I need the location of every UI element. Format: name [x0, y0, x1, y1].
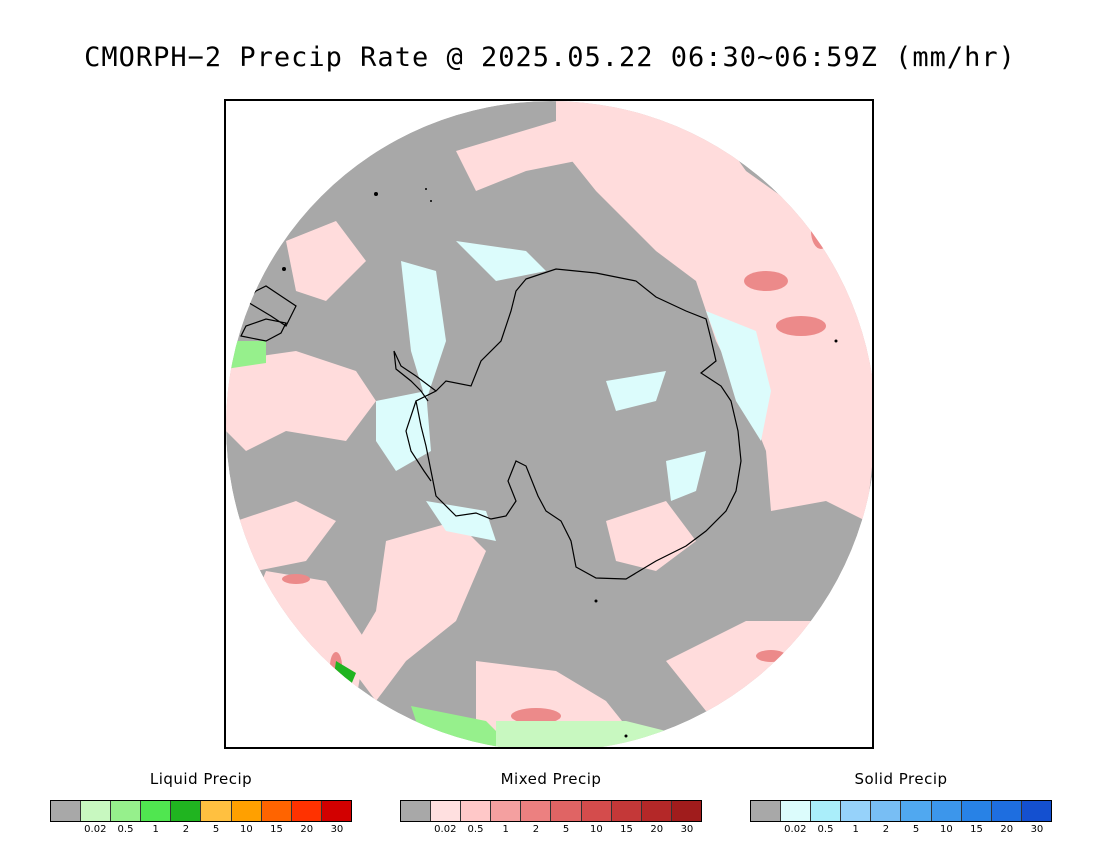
legend-swatch	[641, 801, 672, 821]
legend-swatch	[781, 801, 812, 821]
legend-swatches	[50, 800, 352, 822]
legend-swatch	[1021, 801, 1051, 821]
legend-tick-label	[400, 824, 430, 835]
legend-tick-label: 0.02	[784, 824, 807, 835]
map-title: CMORPH−2 Precip Rate @ 2025.05.22 06:30~…	[84, 42, 1016, 73]
legend-tick-label: 0.5	[117, 824, 134, 835]
legend-swatch	[291, 801, 322, 821]
legend-swatch	[841, 801, 872, 821]
legend-tick-label: 1	[152, 824, 159, 835]
legend-tick-label: 10	[239, 824, 253, 835]
legend-tick-label: 20	[300, 824, 314, 835]
legend-tick-label: 2	[882, 824, 890, 835]
legend-swatch	[901, 801, 932, 821]
legend-swatch	[401, 801, 432, 821]
legend-title: Solid Precip	[854, 770, 948, 788]
legend-swatch	[581, 801, 612, 821]
legend-tick-label: 15	[970, 824, 983, 835]
legend-swatch	[81, 801, 112, 821]
legend-ticks: 0.02 0.5 1 2 5 10 15 20 30	[400, 824, 702, 835]
legend-swatch	[871, 801, 902, 821]
legend-ticks: 0.02 0.5 1 2 5 10 15 20 30	[50, 824, 352, 835]
legend-swatch	[431, 801, 462, 821]
legend-liquid: Liquid Precip 0.02 0.5 1 2 5 10 15 20 30	[50, 770, 352, 835]
legend-swatch	[141, 801, 172, 821]
legend-tick-label: 10	[939, 824, 953, 835]
legend-tick-label: 30	[1030, 824, 1044, 835]
legend-swatch	[811, 801, 842, 821]
legend-swatch	[261, 801, 292, 821]
legend-tick-label: 20	[1000, 824, 1014, 835]
legend-swatch	[961, 801, 992, 821]
legend-tick-label: 10	[589, 824, 603, 835]
legend-swatch	[171, 801, 202, 821]
legend-ticks: 0.02 0.5 1 2 5 10 15 20 30	[750, 824, 1052, 835]
legend-swatch	[201, 801, 232, 821]
legend-swatch	[51, 801, 82, 821]
legend-tick-label: 30	[330, 824, 344, 835]
legend-swatch	[521, 801, 552, 821]
legend-tick-label: 0.5	[467, 824, 484, 835]
legend-swatch	[491, 801, 522, 821]
legend-solid: Solid Precip 0.02 0.5 1 2 5 10 15 20 30	[750, 770, 1052, 835]
legend-tick-label: 15	[270, 824, 283, 835]
island-dots	[282, 188, 838, 738]
legend-tick-label: 0.5	[817, 824, 834, 835]
legend-tick-label: 1	[852, 824, 859, 835]
legend-tick-label: 30	[680, 824, 694, 835]
legend-mixed: Mixed Precip 0.02 0.5 1 2 5 10 15 20 30	[400, 770, 702, 835]
legend-swatches	[400, 800, 702, 822]
legend-swatches	[750, 800, 1052, 822]
south-america-coastline	[240, 285, 297, 342]
legend-tick-label: 5	[212, 824, 220, 835]
polar-map	[224, 99, 874, 749]
legend-tick-label: 0.02	[84, 824, 107, 835]
legend-tick-label	[50, 824, 80, 835]
legend-swatch	[111, 801, 142, 821]
legend-tick-label: 0.02	[434, 824, 457, 835]
legend-title: Mixed Precip	[500, 770, 602, 788]
legend-swatch	[991, 801, 1022, 821]
legend-swatch	[671, 801, 701, 821]
legend-swatch	[551, 801, 582, 821]
legend-tick-label: 20	[650, 824, 664, 835]
antarctica-coastline	[415, 268, 742, 580]
legend-title: Liquid Precip	[149, 770, 253, 788]
legend-swatch	[751, 801, 782, 821]
legend-swatch	[231, 801, 262, 821]
legend-tick-label	[750, 824, 780, 835]
legend-tick-label: 5	[562, 824, 570, 835]
legend-tick-label: 5	[912, 824, 920, 835]
legend-swatch	[321, 801, 351, 821]
legend-swatch	[931, 801, 962, 821]
legend-tick-label: 2	[182, 824, 190, 835]
antarctic-peninsula	[393, 350, 437, 482]
legend-swatch	[461, 801, 492, 821]
solid-precip-light	[376, 241, 771, 541]
legend-tick-label: 2	[532, 824, 540, 835]
legend-tick-label: 15	[620, 824, 633, 835]
legend-tick-label: 1	[502, 824, 509, 835]
legend-swatch	[611, 801, 642, 821]
